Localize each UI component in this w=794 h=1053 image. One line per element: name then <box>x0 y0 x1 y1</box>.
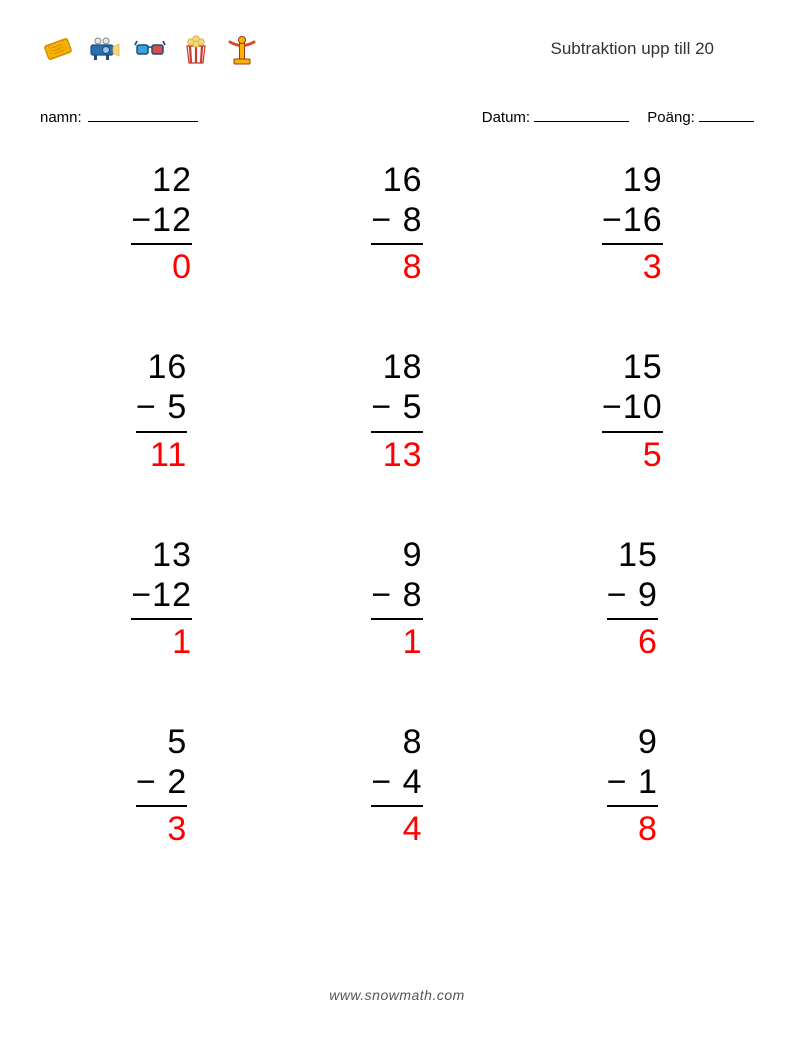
problems-grid: 12−12 0 16− 8 8 19−16 3 16− 5 11 18− 5 1… <box>40 160 754 849</box>
score-blank[interactable] <box>699 108 754 122</box>
minuend: 8 <box>371 722 422 762</box>
answer: 5 <box>602 431 663 475</box>
header-icons <box>40 31 260 67</box>
answer: 11 <box>136 431 187 475</box>
subtraction-problem: 19−16 3 <box>515 160 750 287</box>
subtraction-problem: 16− 8 8 <box>279 160 514 287</box>
subtraction-problem: 9− 8 1 <box>279 535 514 662</box>
problem-stack: 15− 9 6 <box>607 535 658 662</box>
subtraction-problem: 18− 5 13 <box>279 347 514 474</box>
date-blank[interactable] <box>534 108 629 122</box>
answer: 6 <box>607 618 658 662</box>
subtrahend: − 9 <box>607 575 658 615</box>
problem-stack: 5− 2 3 <box>136 722 187 849</box>
problem-stack: 16− 5 11 <box>136 347 187 474</box>
subtraction-problem: 15−10 5 <box>515 347 750 474</box>
minuend: 12 <box>131 160 192 200</box>
subtrahend: −12 <box>131 575 192 615</box>
subtrahend: −10 <box>602 387 663 427</box>
footer-link[interactable]: www.snowmath.com <box>0 987 794 1003</box>
name-label: namn: <box>40 109 82 126</box>
minuend: 16 <box>371 160 422 200</box>
problem-stack: 13−12 1 <box>131 535 192 662</box>
minuend: 16 <box>136 347 187 387</box>
minuend: 5 <box>136 722 187 762</box>
problem-stack: 16− 8 8 <box>371 160 422 287</box>
subtrahend: − 8 <box>371 575 422 615</box>
problem-stack: 8− 4 4 <box>371 722 422 849</box>
3d-glasses-icon <box>132 31 168 67</box>
problem-stack: 18− 5 13 <box>371 347 422 474</box>
problem-stack: 9− 8 1 <box>371 535 422 662</box>
subtrahend: − 5 <box>136 387 187 427</box>
subtraction-problem: 15− 9 6 <box>515 535 750 662</box>
minuend: 15 <box>607 535 658 575</box>
minuend: 9 <box>371 535 422 575</box>
name-blank[interactable] <box>88 108 198 122</box>
popcorn-icon <box>178 31 214 67</box>
subtrahend: − 8 <box>371 200 422 240</box>
subtrahend: − 4 <box>371 762 422 802</box>
answer: 8 <box>371 243 422 287</box>
subtrahend: −16 <box>602 200 663 240</box>
subtraction-problem: 12−12 0 <box>44 160 279 287</box>
problem-stack: 12−12 0 <box>131 160 192 287</box>
minuend: 13 <box>131 535 192 575</box>
cinema-ticket-icon <box>40 31 76 67</box>
answer: 0 <box>131 243 192 287</box>
subtraction-problem: 8− 4 4 <box>279 722 514 849</box>
date-label: Datum: <box>482 109 530 126</box>
problem-stack: 9− 1 8 <box>607 722 658 849</box>
subtraction-problem: 16− 5 11 <box>44 347 279 474</box>
subtraction-problem: 13−12 1 <box>44 535 279 662</box>
subtrahend: − 2 <box>136 762 187 802</box>
minuend: 9 <box>607 722 658 762</box>
answer: 3 <box>602 243 663 287</box>
answer: 3 <box>136 805 187 849</box>
answer: 1 <box>131 618 192 662</box>
problem-stack: 19−16 3 <box>602 160 663 287</box>
usher-post-icon <box>224 31 260 67</box>
answer: 4 <box>371 805 422 849</box>
worksheet-title: Subtraktion upp till 20 <box>551 39 715 59</box>
answer: 8 <box>607 805 658 849</box>
score-label: Poäng: <box>647 109 695 126</box>
subtrahend: − 1 <box>607 762 658 802</box>
subtraction-problem: 5− 2 3 <box>44 722 279 849</box>
minuend: 19 <box>602 160 663 200</box>
subtraction-problem: 9− 1 8 <box>515 722 750 849</box>
problem-stack: 15−10 5 <box>602 347 663 474</box>
projector-icon <box>86 31 122 67</box>
minuend: 18 <box>371 347 422 387</box>
subtrahend: −12 <box>131 200 192 240</box>
info-row: namn: Datum: Poäng: <box>40 108 754 126</box>
worksheet-header: Subtraktion upp till 20 <box>40 28 754 70</box>
answer: 1 <box>371 618 422 662</box>
subtrahend: − 5 <box>371 387 422 427</box>
minuend: 15 <box>602 347 663 387</box>
answer: 13 <box>371 431 422 475</box>
